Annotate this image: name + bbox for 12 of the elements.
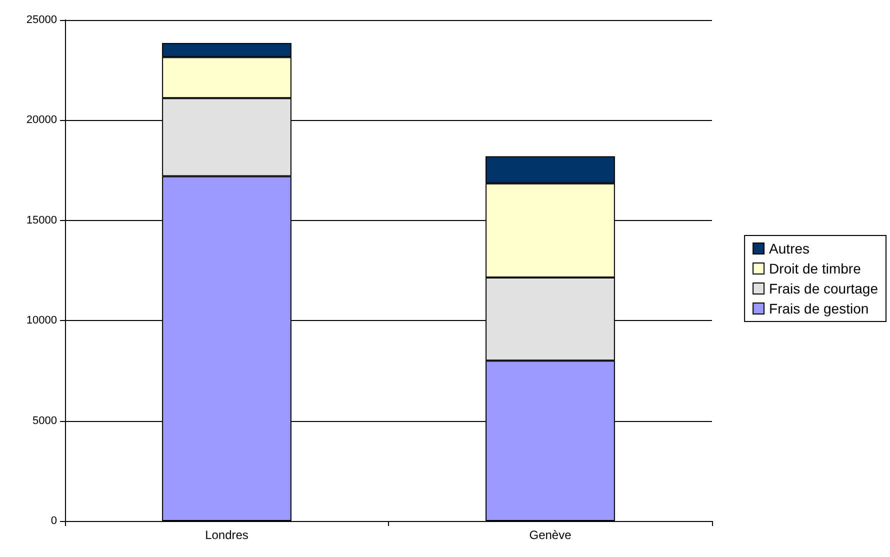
legend-label: Autres [769,240,810,256]
y-tick-label: 0 [50,515,57,527]
y-tick-label: 5000 [32,414,57,427]
y-tick-label: 15000 [26,214,57,226]
y-tick-label: 10000 [26,314,57,327]
legend-label: Frais de gestion [769,300,869,316]
x-tick-label: Genève [529,528,572,542]
y-tick-label: 25000 [26,14,57,26]
legend-label: Frais de courtage [769,280,878,296]
y-tick-label: 20000 [26,114,57,126]
x-tick-label: Londres [205,528,248,542]
legend-label: Droit de timbre [769,260,862,276]
